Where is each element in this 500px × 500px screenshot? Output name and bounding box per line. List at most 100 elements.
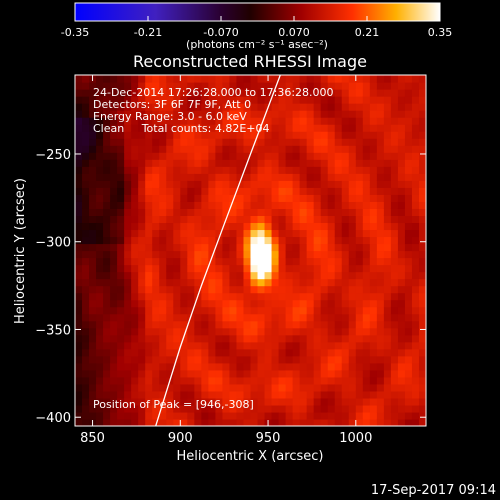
heatmap-cell [201,250,209,259]
heatmap-cell [355,271,364,280]
heatmap-cell [187,159,195,167]
heatmap-cell [383,383,392,392]
heatmap-cell [103,299,111,308]
heatmap-cell [159,194,167,202]
heatmap-cell [201,180,209,188]
heatmap-cell [362,138,371,146]
heatmap-cell [229,222,238,231]
heatmap-cell [131,271,139,280]
heatmap-cell [313,264,322,273]
heatmap-cell [96,96,104,104]
heatmap-cell [285,229,294,238]
heatmap-cell [75,75,83,83]
heatmap-cell [173,215,181,224]
heatmap-cell [180,222,188,231]
heatmap-cell [173,383,181,392]
heatmap-cell [103,96,111,104]
heatmap-cell [236,411,245,420]
heatmap-cell [327,411,336,420]
heatmap-cell [75,327,83,336]
heatmap-cell [187,89,195,97]
heatmap-cell [285,355,294,364]
heatmap-cell [75,229,83,238]
heatmap-cell [89,306,97,315]
heatmap-cell [411,257,420,266]
heatmap-cell [229,208,238,216]
heatmap-cell [215,348,224,357]
heatmap-cell [208,250,216,259]
heatmap-cell [222,82,231,90]
heatmap-cell [152,348,160,357]
heatmap-cell [236,208,245,216]
heatmap-cell [82,152,90,160]
heatmap-cell [327,390,336,399]
heatmap-cell [152,103,160,111]
heatmap-cell [257,341,266,350]
heatmap-cell [82,222,90,231]
heatmap-cell [103,110,111,118]
heatmap-cell [152,390,160,399]
heatmap-cell [187,180,195,188]
heatmap-cell [187,348,195,357]
heatmap-cell [243,75,252,83]
heatmap-cell [145,75,153,83]
heatmap-cell [180,292,188,301]
heatmap-cell [187,103,195,111]
heatmap-cell [201,320,209,329]
heatmap-cell [103,131,111,139]
heatmap-cell [236,334,245,343]
heatmap-cell [257,110,266,118]
heatmap-cell [334,201,343,209]
heatmap-cell [285,418,294,426]
heatmap-cell [215,376,224,385]
heatmap-cell [201,264,209,273]
heatmap-cell [376,201,385,209]
heatmap-cell [145,306,153,315]
heatmap-cell [173,285,181,294]
heatmap-cell [187,383,195,392]
heatmap-cell [257,194,266,202]
heatmap-cell [250,313,259,322]
heatmap-cell [159,236,167,245]
heatmap-cell [257,145,266,153]
heatmap-cell [110,117,118,125]
heatmap-cell [124,355,132,364]
heatmap-cell [306,215,315,224]
heatmap-cell [341,110,350,118]
heatmap-cell [194,201,202,209]
heatmap-cell [103,180,111,188]
heatmap-cell [124,103,132,111]
heatmap-cell [292,306,301,315]
heatmap-cell [250,138,259,146]
heatmap-cell [355,103,364,111]
heatmap-cell [201,208,209,216]
heatmap-cell [306,138,315,146]
heatmap-cell [285,243,294,252]
heatmap-cell [103,334,111,343]
heatmap-cell [348,327,357,336]
heatmap-cell [271,327,280,336]
heatmap-cell [124,362,132,371]
heatmap-cell [369,89,378,97]
heatmap-cell [89,348,97,357]
x-tick-label: 900 [168,431,193,446]
heatmap-cell [278,285,287,294]
heatmap-cell [376,250,385,259]
heatmap-cell [306,369,315,378]
heatmap-cell [397,271,406,280]
heatmap-cell [194,145,202,153]
heatmap-cell [166,390,174,399]
heatmap-cell [152,208,160,216]
heatmap-cell [313,173,322,181]
heatmap-cell [82,194,90,202]
heatmap-cell [89,278,97,287]
heatmap-cell [327,208,336,216]
heatmap-cell [215,271,224,280]
heatmap-cell [222,292,231,301]
heatmap-cell [159,250,167,259]
heatmap-cell [390,404,399,413]
heatmap-cell [306,187,315,195]
heatmap-cell [348,166,357,174]
heatmap-cell [362,187,371,195]
heatmap-cell [159,334,167,343]
